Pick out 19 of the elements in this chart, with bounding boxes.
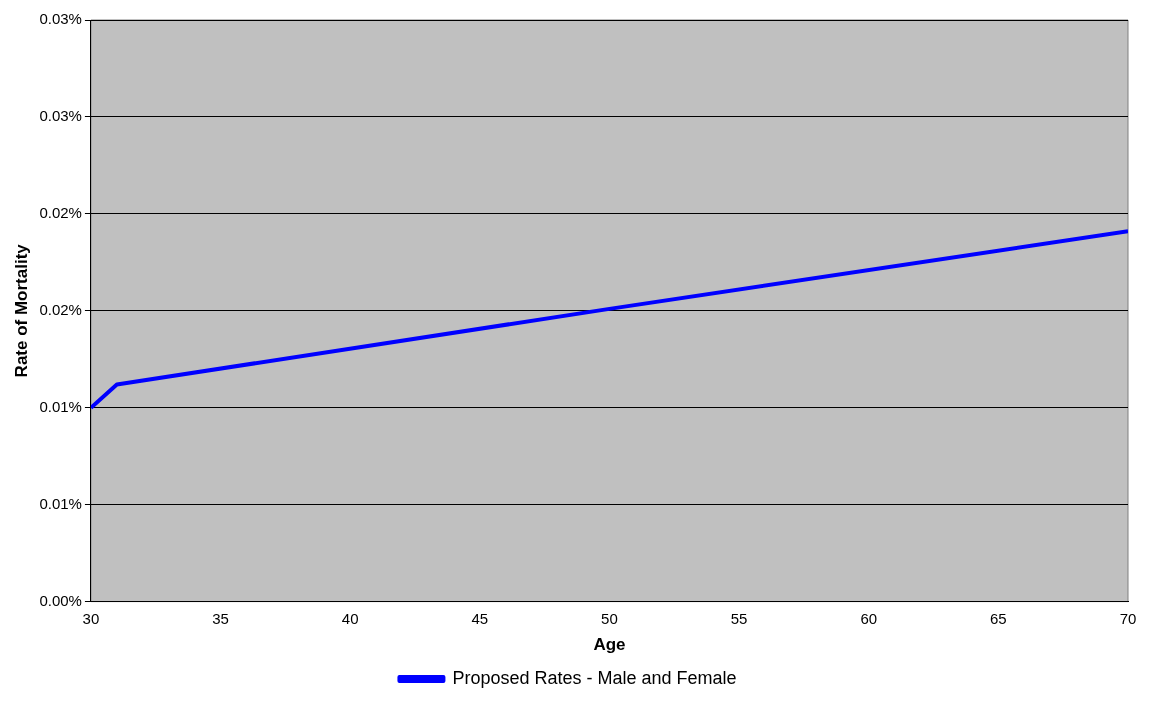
x-tick-label: 35 (212, 609, 229, 627)
legend-label: Proposed Rates - Male and Female (452, 667, 737, 688)
y-tick-label: 0.02% (39, 204, 82, 222)
x-tick-label: 40 (341, 609, 359, 627)
y-axis-title: Rate of Mortality (11, 243, 31, 378)
y-tick-label: 0.03% (39, 10, 82, 28)
x-axis-title: Age (593, 635, 626, 655)
y-tick-label: 0.01% (39, 397, 82, 415)
x-tick-label: 65 (990, 609, 1007, 627)
y-tick-label: 0.03% (39, 107, 82, 125)
y-tick-label: 0.01% (39, 494, 82, 512)
y-tick-label: 0.00% (39, 591, 82, 609)
x-tick-label: 70 (1119, 609, 1137, 627)
x-tick-label: 55 (730, 609, 748, 627)
x-tick-label: 50 (601, 609, 618, 627)
x-tick-label: 30 (82, 609, 100, 627)
x-tick-label: 60 (860, 609, 878, 627)
y-tick-label: 0.02% (39, 300, 82, 318)
x-tick-label: 45 (471, 609, 489, 627)
